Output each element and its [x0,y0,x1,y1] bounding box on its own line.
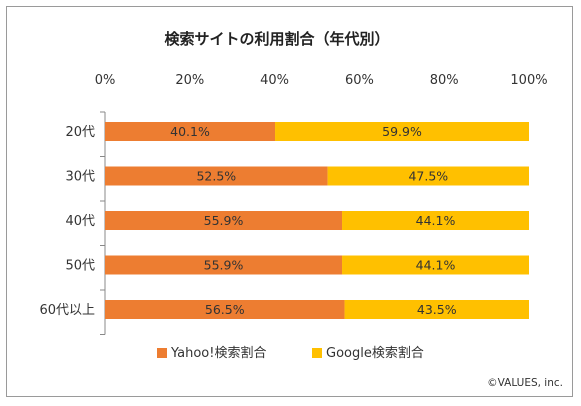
bar-segment [105,211,343,230]
category-label: 30代 [65,170,95,185]
category-label: 60代以上 [39,303,95,318]
bar-segment [342,211,529,230]
data-label: 56.5% [205,302,245,317]
legend-swatch [312,348,322,358]
bar-segment [105,166,328,186]
data-label: 44.1% [416,258,456,273]
bar-segment [105,255,343,275]
x-tick-label: 20% [175,73,204,88]
chart-title: 検索サイトの利用割合（年代別） [164,30,389,48]
bar-segment [327,166,529,186]
data-label: 47.5% [408,169,448,184]
data-label: 40.1% [170,124,210,139]
bars: 40.1% 59.9% 52.5% 47.5% 55.9% 44.1% 55.9% 44.1%… [105,122,529,319]
data-label: 44.1% [416,213,456,228]
x-tick-label: 40% [260,73,289,88]
data-label: 52.5% [196,169,236,184]
legend-swatch [157,348,167,358]
x-tick-label: 0% [95,73,116,88]
x-axis-ticks: 0% 20% 40% 60% 80% 100% [95,73,548,88]
bar-segment [105,300,345,319]
data-label: 55.9% [204,258,244,273]
bar-segment [342,255,529,275]
x-tick-label: 100% [510,73,547,88]
data-label: 59.9% [382,124,422,139]
data-label: 55.9% [204,213,244,228]
category-label: 50代 [65,259,95,274]
bar-segment [275,122,529,141]
chart-frame: 検索サイトの利用割合（年代別） 0% 20% 40% 60% 80% 100% 40.1%… [6,6,573,397]
legend-label: Google検索割合 [326,345,424,361]
credit-text: ©VALUES, inc. [487,377,563,389]
category-label: 40代 [65,214,95,229]
bar-segment [105,122,276,141]
legend: Yahoo!検索割合 Google検索割合 [157,345,424,361]
category-labels: 20代 30代 40代 50代 60代以上 [39,125,95,318]
x-tick-label: 60% [345,73,374,88]
legend-label: Yahoo!検索割合 [170,345,266,361]
category-axis [100,111,106,335]
x-tick-label: 80% [430,73,459,88]
category-label: 20代 [65,125,95,140]
data-label: 43.5% [417,302,457,317]
bar-segment [344,300,529,319]
stacked-bar-chart: 検索サイトの利用割合（年代別） 0% 20% 40% 60% 80% 100% 40.1%… [39,30,563,389]
